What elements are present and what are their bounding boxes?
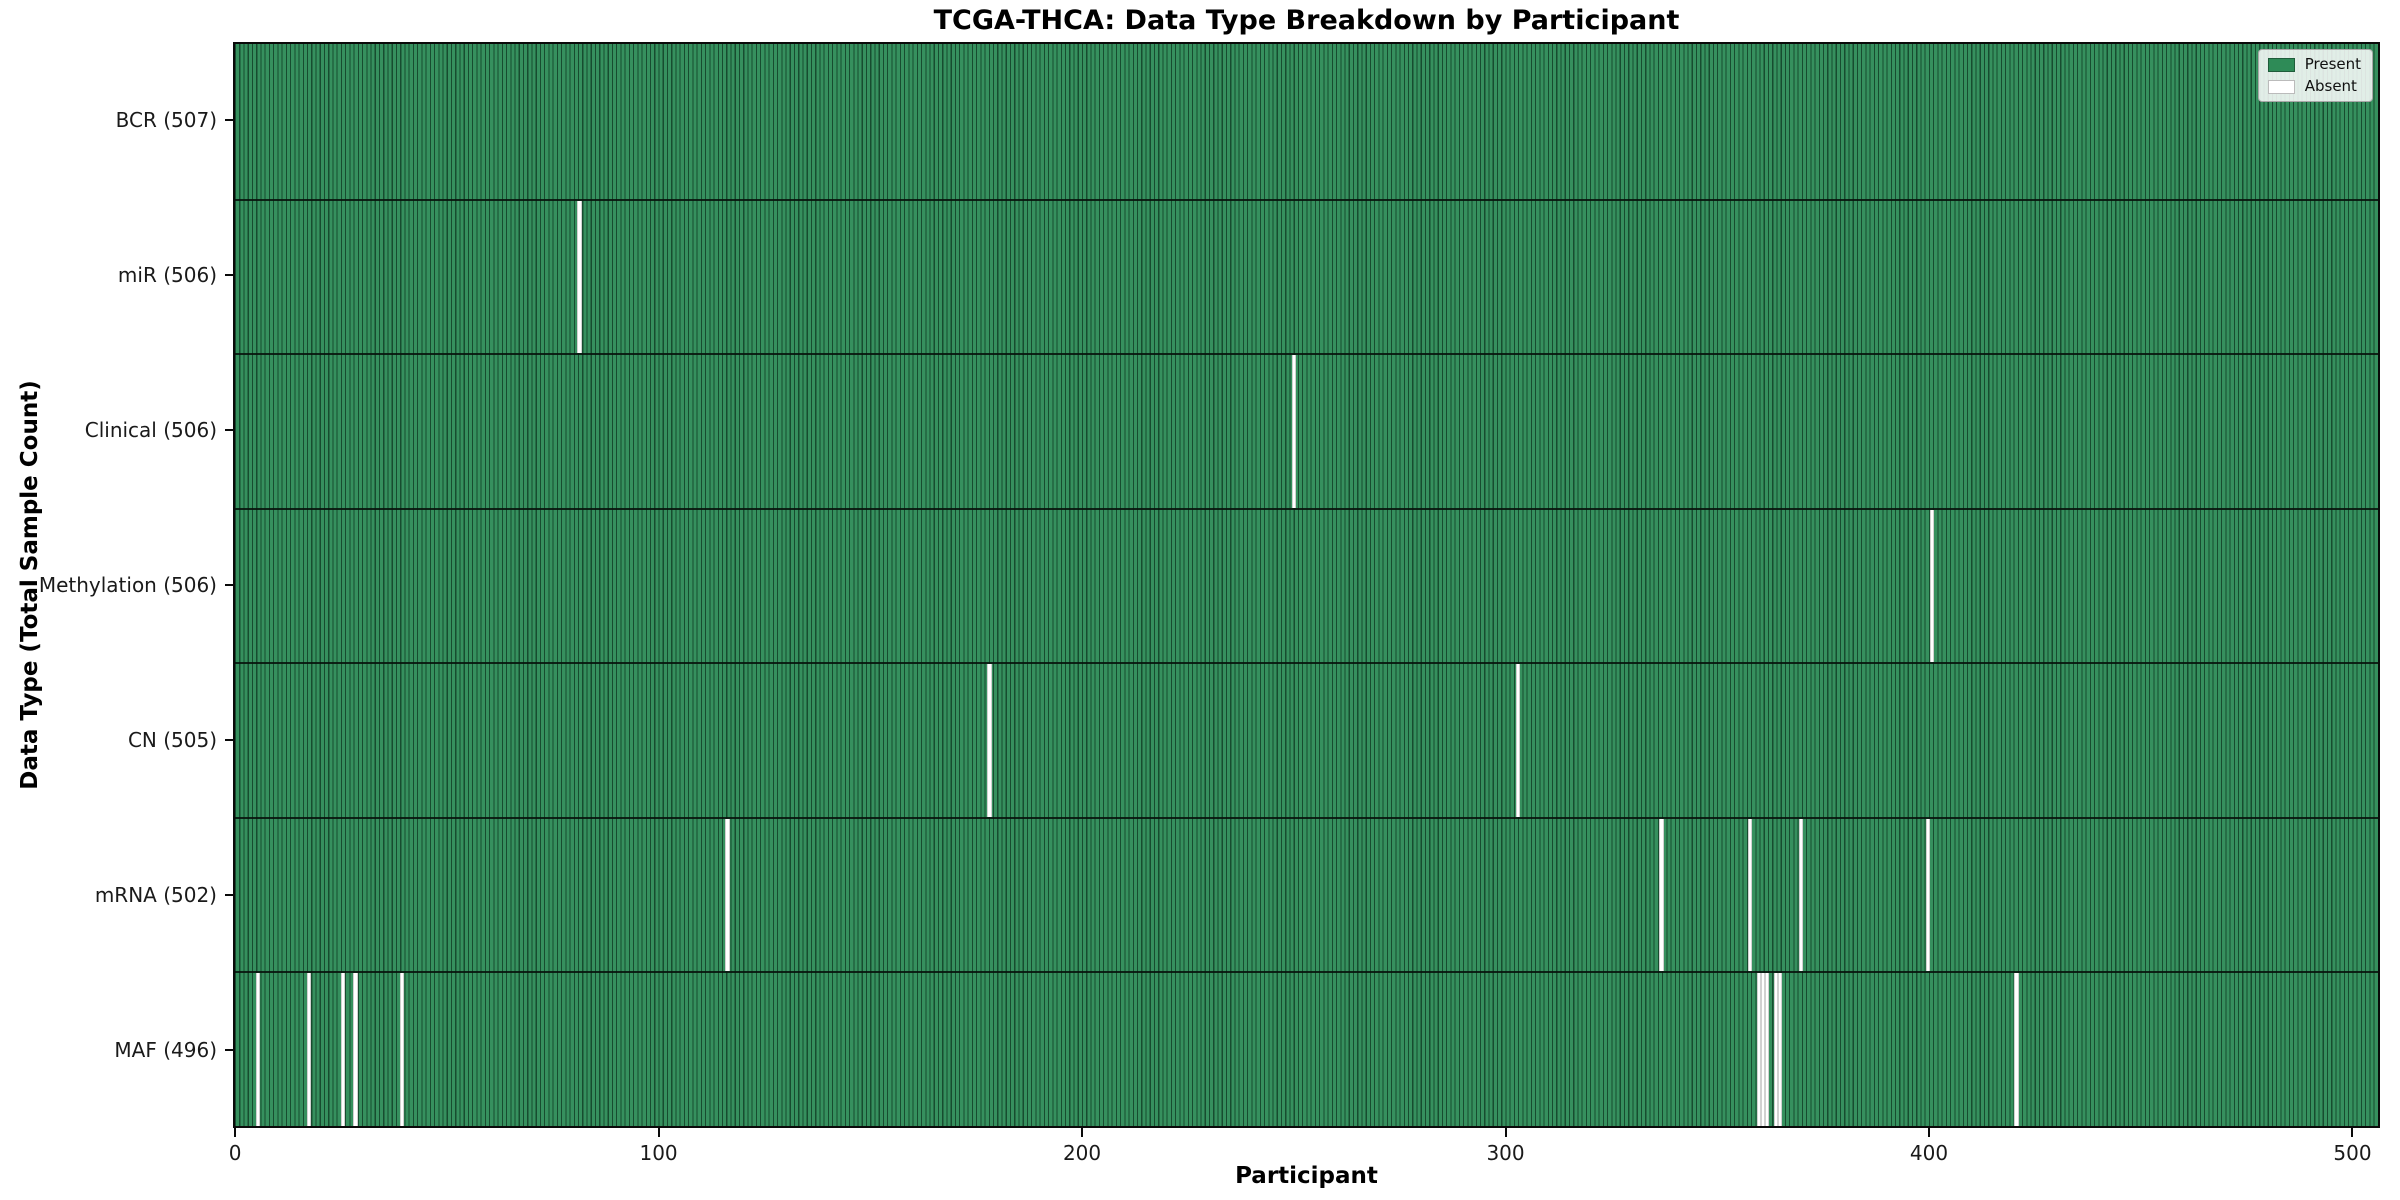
y-tick-mark — [225, 118, 233, 121]
x-axis-label: Participant — [1235, 1163, 1378, 1189]
row-methylation — [235, 507, 2378, 663]
absent-mark — [577, 200, 582, 354]
y-tick-mark — [225, 739, 233, 742]
absent-mark — [1291, 355, 1296, 508]
y-tick-label-mrna: mRNA (502) — [94, 883, 217, 908]
present-swatch-icon — [2267, 57, 2295, 72]
x-tick-mark — [1928, 1128, 1930, 1137]
y-tick-label-bcr: BCR (507) — [115, 107, 217, 132]
legend-label-absent: Absent — [2304, 77, 2357, 95]
absent-mark — [353, 973, 358, 1126]
absent-mark — [1773, 973, 1778, 1126]
absent-mark — [1748, 818, 1753, 972]
x-tick-mark — [657, 1128, 660, 1137]
absent-mark — [1765, 973, 1770, 1126]
x-tick-label-400: 400 — [1909, 1141, 1949, 1165]
legend-label-present: Present — [2304, 55, 2361, 73]
row-cn — [235, 662, 2378, 817]
x-tick-mark — [2351, 1128, 2354, 1137]
y-tick-mark — [225, 1049, 233, 1052]
y-tick-mark — [225, 584, 233, 586]
absent-mark — [399, 973, 405, 1126]
legend: Present Absent — [2257, 49, 2373, 102]
x-tick-mark — [1081, 1128, 1084, 1137]
absent-mark — [1515, 664, 1520, 817]
x-tick-label-0: 0 — [228, 1141, 242, 1165]
row-clinical — [235, 353, 2378, 508]
absent-mark — [987, 664, 992, 817]
absent-mark — [1929, 509, 1935, 663]
absent-mark — [1756, 973, 1761, 1126]
x-axis: 0 100 200 300 400 500 — [229, 1128, 2380, 1174]
absent-mark — [1659, 818, 1664, 972]
plot-area: Present Absent — [233, 42, 2380, 1128]
y-tick-label-clinical: Clinical (506) — [84, 417, 217, 442]
y-tick-mark — [225, 894, 233, 897]
x-tick-label-300: 300 — [1486, 1141, 1525, 1165]
x-tick-label-200: 200 — [1062, 1141, 1102, 1165]
y-tick-label-mir: miR (506) — [117, 262, 217, 287]
y-tick-mark — [225, 428, 233, 431]
row-maf — [235, 971, 2378, 1126]
legend-entry-absent: Absent — [2267, 77, 2361, 95]
y-tick-label-methylation: Methylation (506) — [38, 573, 217, 597]
absent-mark — [1798, 818, 1804, 972]
x-tick-mark — [234, 1128, 237, 1137]
legend-entry-present: Present — [2267, 55, 2361, 73]
y-tick-mark — [225, 273, 233, 276]
x-tick-mark — [1504, 1128, 1507, 1137]
absent-mark — [340, 973, 345, 1126]
row-mrna — [235, 816, 2378, 972]
absent-mark — [1777, 973, 1782, 1126]
y-tick-label-maf: MAF (496) — [114, 1038, 217, 1063]
absent-mark — [256, 973, 261, 1126]
absent-mark — [725, 818, 730, 972]
chart-title: TCGA-THCA: Data Type Breakdown by Partic… — [933, 5, 1680, 36]
row-bcr — [235, 44, 2378, 199]
absent-swatch-icon — [2267, 79, 2295, 94]
y-axis: BCR (507) miR (506) Clinical (506) Methylat… — [0, 42, 233, 1128]
absent-mark — [1760, 973, 1766, 1126]
absent-mark — [306, 973, 312, 1126]
y-tick-label-cn: CN (505) — [127, 728, 217, 753]
row-mir — [235, 198, 2378, 354]
x-tick-label-100: 100 — [639, 1141, 678, 1165]
absent-mark — [2014, 973, 2019, 1126]
absent-mark — [1925, 818, 1930, 972]
x-tick-label-500: 500 — [2333, 1141, 2372, 1165]
